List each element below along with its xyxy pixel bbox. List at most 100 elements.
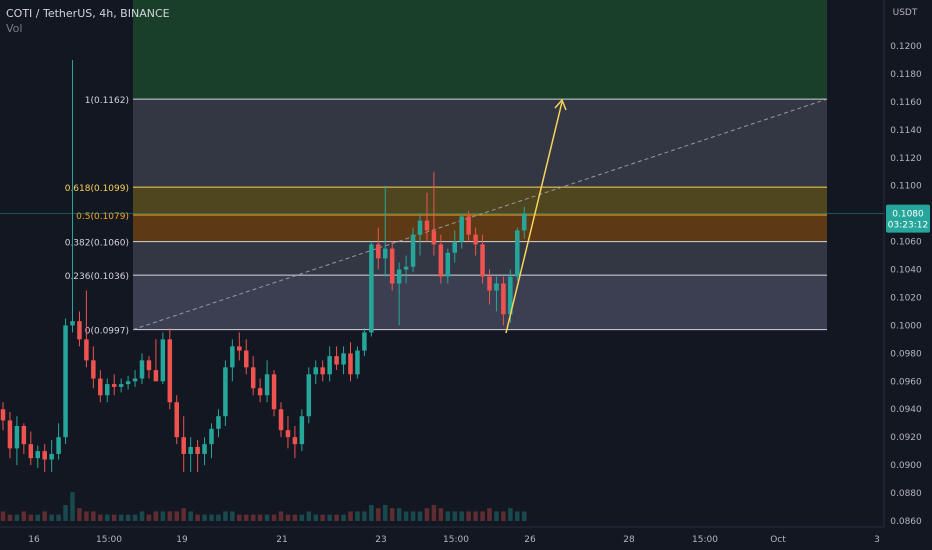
volume-bar [341, 514, 346, 521]
volume-bar [306, 511, 312, 521]
volume-bar [466, 511, 471, 521]
price-tick-label: 0.1160 [890, 98, 922, 108]
volume-bar [35, 514, 40, 521]
last-price-label: 0.1080 [892, 210, 924, 220]
volume-bar [98, 514, 103, 521]
candle-body [42, 451, 47, 460]
candle-body [139, 360, 145, 379]
candle-body [237, 346, 242, 351]
volume-bar [431, 505, 437, 521]
candle-body [28, 444, 34, 459]
volume-bar [21, 511, 27, 521]
price-tick-label: 0.1000 [890, 321, 922, 331]
price-tick-label: 0.0960 [890, 377, 922, 387]
price-tick-label: 0.0920 [890, 433, 922, 443]
volume-bar [237, 514, 242, 521]
volume-bar [424, 508, 430, 521]
candle-body [396, 269, 402, 284]
candle-body [410, 234, 416, 267]
candle-body [299, 416, 305, 445]
volume-bar [264, 514, 270, 521]
volume-bar [153, 511, 159, 521]
candle-body [355, 350, 360, 375]
price-tick-label: 0.1180 [890, 70, 922, 80]
volume-bar [132, 514, 138, 521]
volume-bar [139, 511, 145, 521]
volume-bar [494, 511, 499, 521]
volume-bar [77, 508, 82, 521]
trend-line [132, 98, 828, 331]
volume-bar [327, 514, 332, 521]
volume-bar [70, 492, 75, 521]
candle-body [216, 416, 221, 429]
last-price-tag[interactable] [886, 204, 930, 233]
volume-bar [91, 511, 96, 521]
fib-label: 0(0.0997) [85, 327, 129, 337]
candle-body [494, 283, 499, 291]
time-tick-label: 26 [524, 535, 536, 545]
volume-bar [49, 514, 54, 521]
candle-body [327, 356, 332, 375]
volume-bar [216, 514, 221, 521]
price-tick-label: 0.0860 [890, 517, 922, 527]
volume-bar [292, 514, 298, 521]
candle-body [257, 388, 263, 396]
time-tick-label: 16 [28, 535, 40, 545]
candle-body [341, 353, 346, 365]
arrow-head [554, 98, 567, 111]
time-tick-label: 15:00 [443, 535, 469, 545]
volume-bar [28, 514, 34, 521]
fib-label: 0.5(0.1079) [76, 212, 129, 222]
candle-body [132, 378, 138, 382]
volume-bar [271, 514, 277, 521]
price-tick-label: 0.1120 [890, 154, 922, 164]
symbol-title[interactable]: COTI / TetherUS, 4h, BINANCE [6, 7, 170, 20]
candle-body [209, 428, 214, 445]
volume-bar [396, 508, 402, 521]
candle-body [369, 244, 374, 333]
volume-bar [195, 514, 200, 521]
volume-bar [501, 511, 506, 521]
candle-body [105, 384, 110, 396]
price-tick-label: 0.1100 [890, 182, 922, 192]
chart-header: COTI / TetherUS, 4h, BINANCE Vol [6, 6, 170, 36]
candle-body [445, 252, 451, 277]
candle-body [167, 339, 173, 403]
candle-body [7, 420, 13, 449]
candle-body [320, 367, 325, 375]
time-tick-label: 19 [176, 535, 188, 545]
candle-body [181, 437, 186, 454]
candle-body [111, 384, 117, 387]
axis-unit-label: USDT [893, 8, 918, 18]
fib-band [133, 275, 827, 330]
volume-bar [202, 514, 207, 521]
volume-bar [445, 511, 451, 521]
volume-bar [63, 505, 68, 521]
time-tick-label: 15:00 [692, 535, 718, 545]
candle-body [459, 216, 464, 242]
volume-bar [250, 514, 256, 521]
candle-body [348, 353, 353, 375]
candle-body [118, 384, 124, 387]
fib-band [133, 241, 827, 276]
target-zone [133, 0, 827, 100]
price-tick-label: 0.0980 [890, 349, 922, 359]
candle-body [21, 426, 27, 445]
time-tick-label: 23 [375, 535, 386, 545]
candle-body [508, 276, 513, 315]
candle-body [389, 248, 395, 284]
fib-label: 0.236(0.1036) [65, 272, 129, 282]
candle-body [515, 230, 520, 277]
volume-bar [188, 511, 193, 521]
volume-bar [320, 514, 325, 521]
candle-body [292, 437, 298, 445]
candle-body [35, 451, 40, 459]
volume-bar [376, 508, 381, 521]
volume-label: Vol [6, 22, 23, 35]
volume-bar [438, 508, 444, 521]
volume-bar [369, 505, 374, 521]
volume-bar [403, 511, 409, 521]
candle-body [91, 360, 96, 379]
